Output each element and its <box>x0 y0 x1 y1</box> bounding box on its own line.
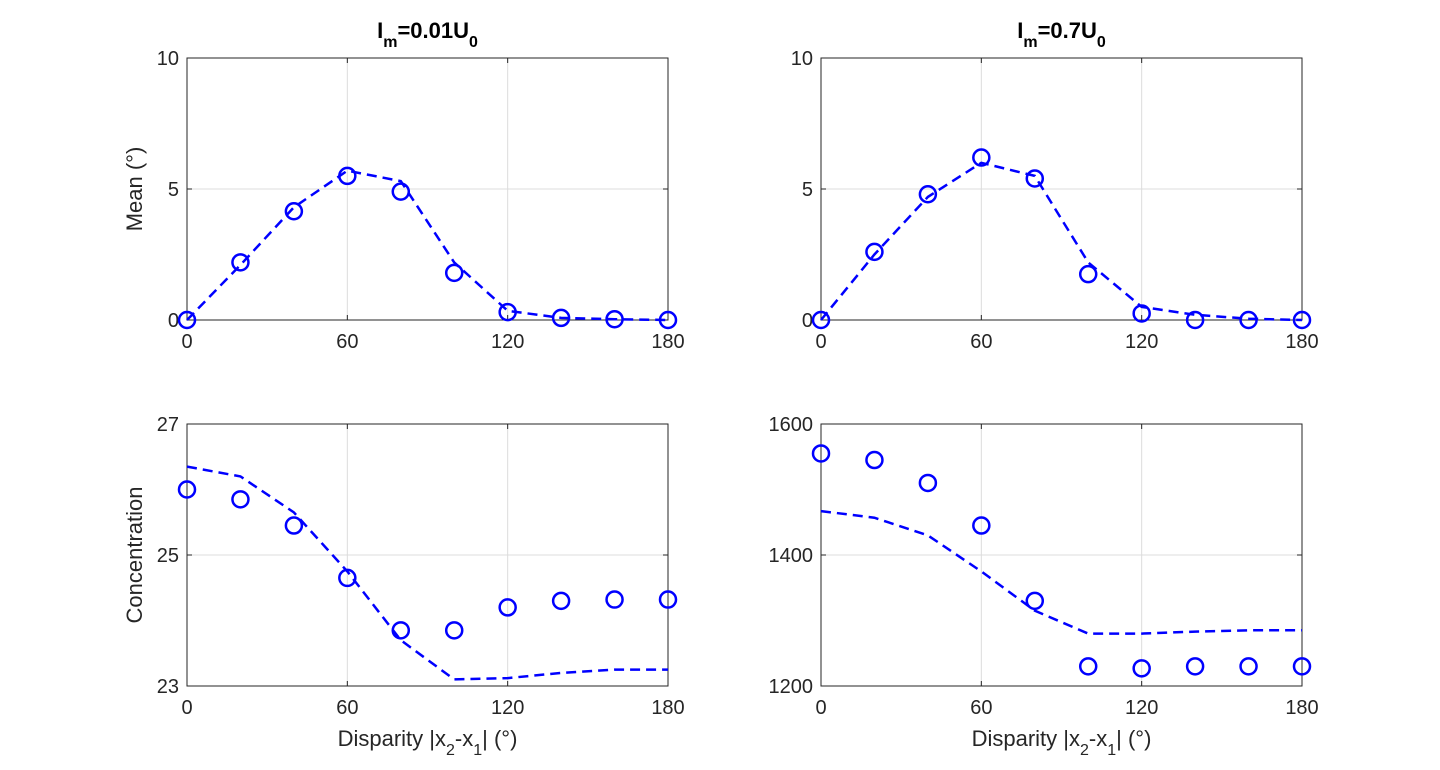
x-tick-label: 120 <box>491 697 524 719</box>
data-point-marker <box>551 591 571 611</box>
data-point-marker <box>658 590 678 609</box>
x-tick-label: 60 <box>970 331 992 353</box>
data-point-marker <box>444 263 464 283</box>
x-tick-label: 0 <box>181 697 192 719</box>
data-point-marker <box>1185 657 1205 676</box>
data-point-marker <box>1292 657 1312 676</box>
data-point-marker <box>498 598 517 617</box>
data-point-marker <box>605 590 624 609</box>
y-tick-label: 1400 <box>769 545 814 567</box>
y-tick-label: 0 <box>802 310 813 332</box>
series-dashed-line <box>186 465 668 681</box>
y-tick-label: 1600 <box>769 414 814 436</box>
y-tick-label: 0 <box>168 310 179 332</box>
chart-panel-bottom-left: 0 60 120 180 23 25 27 Concentration Disparity |x… <box>122 414 685 759</box>
x-tick-label: 0 <box>181 331 192 353</box>
y-tick-label: 5 <box>802 179 813 201</box>
x-tick-label: 180 <box>1285 697 1318 719</box>
data-point-marker <box>444 621 464 640</box>
data-point-marker <box>231 253 250 272</box>
x-tick-label: 0 <box>815 331 826 353</box>
y-tick-label: 23 <box>157 676 179 698</box>
x-tick-label: 60 <box>336 331 358 353</box>
chart-panel-top-right: 0 60 120 180 0 5 10 Im=0.7U0 <box>791 18 1319 353</box>
data-point-marker <box>1239 657 1258 676</box>
y-axis-label: Concentration <box>122 487 147 624</box>
data-point-marker <box>972 516 991 535</box>
data-point-marker <box>1025 591 1045 611</box>
data-point-marker <box>231 490 250 509</box>
data-point-marker <box>865 450 884 470</box>
y-tick-label: 1200 <box>769 676 814 698</box>
x-axis-label: Disparity |x2-x1| (°) <box>338 726 518 759</box>
chart-title: Im=0.7U0 <box>1017 18 1106 51</box>
data-point-marker <box>811 310 831 330</box>
data-point-marker <box>605 309 624 329</box>
data-point-marker <box>391 182 411 201</box>
data-point-marker <box>1185 310 1205 330</box>
series-dashed-line <box>186 169 669 322</box>
data-point-marker <box>1078 657 1098 676</box>
x-tick-label: 120 <box>1125 331 1158 353</box>
data-point-marker <box>918 473 938 493</box>
x-tick-label: 60 <box>970 697 992 719</box>
data-point-marker <box>177 480 197 499</box>
y-tick-label: 10 <box>157 48 179 70</box>
data-point-marker <box>1132 659 1151 678</box>
data-point-marker <box>1292 310 1312 330</box>
x-tick-label: 120 <box>491 331 524 353</box>
y-axis-label: Mean (°) <box>122 147 147 232</box>
series-dashed-line <box>820 509 1302 635</box>
series-dashed-line <box>820 161 1303 322</box>
data-point-marker <box>918 184 938 204</box>
chart-title: Im=0.01U0 <box>377 18 478 51</box>
y-tick-label: 27 <box>157 414 179 436</box>
chart-panel-bottom-right: 0 60 120 180 1200 1400 1600 Disparity |x2-x1| (… <box>769 414 1319 759</box>
data-point-marker <box>177 310 197 330</box>
y-tick-label: 5 <box>168 179 179 201</box>
y-tick-label: 25 <box>157 545 179 567</box>
chart-panel-top-left: 0 60 120 180 0 5 10 Im=0.01U0 Mean (°) <box>122 18 685 353</box>
data-point-marker <box>811 444 831 463</box>
x-tick-label: 120 <box>1125 697 1158 719</box>
data-point-marker <box>865 242 884 262</box>
x-tick-label: 180 <box>651 697 684 719</box>
data-point-marker <box>1025 169 1045 188</box>
x-tick-label: 0 <box>815 697 826 719</box>
x-axis-label: Disparity |x2-x1| (°) <box>972 726 1152 759</box>
x-tick-label: 180 <box>1285 331 1318 353</box>
data-point-marker <box>972 148 991 167</box>
x-tick-label: 180 <box>651 331 684 353</box>
data-point-marker <box>284 202 304 221</box>
x-tick-label: 60 <box>336 697 358 719</box>
data-point-marker <box>284 516 304 535</box>
data-point-marker <box>1078 264 1098 284</box>
y-tick-label: 10 <box>791 48 813 70</box>
